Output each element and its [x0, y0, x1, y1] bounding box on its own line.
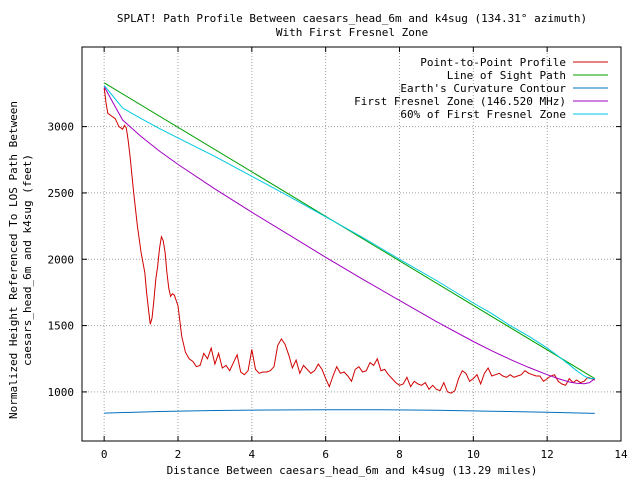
legend-label: Point-to-Point Profile	[420, 56, 566, 69]
chart-subtitle: With First Fresnel Zone	[276, 26, 428, 39]
y-tick-label: 2000	[48, 253, 75, 266]
x-tick-label: 10	[467, 448, 480, 461]
chart-title: SPLAT! Path Profile Between caesars_head…	[117, 12, 587, 25]
legend-label: First Fresnel Zone (146.520 MHz)	[354, 95, 566, 108]
x-tick-label: 6	[322, 448, 329, 461]
y-tick-label: 1000	[48, 386, 75, 399]
x-tick-label: 12	[541, 448, 554, 461]
legend-label: 60% of First Fresnel Zone	[400, 108, 566, 121]
legend-label: Earth's Curvature Contour	[400, 82, 566, 95]
x-tick-label: 14	[614, 448, 628, 461]
x-tick-label: 4	[249, 448, 256, 461]
series-line	[103, 85, 595, 380]
data-series	[103, 82, 596, 414]
series-line	[103, 82, 596, 380]
x-tick-label: 2	[175, 448, 182, 461]
x-axis-label: Distance Between caesars_head_6m and k4s…	[167, 464, 538, 477]
y-axis-label-line2: caesars_head_6m and k4sug (feet)	[21, 154, 34, 366]
y-axis-label-line1: Normalized Height Referenced To LOS Path…	[7, 101, 20, 419]
y-tick-label: 1500	[48, 320, 75, 333]
series-line	[103, 86, 596, 385]
series-line	[104, 409, 595, 414]
plot-frame	[81, 46, 622, 442]
y-tick-label: 2500	[48, 187, 75, 200]
series-line	[103, 88, 595, 394]
x-tick-label: 0	[101, 448, 108, 461]
axis-ticks: 0 2 4 6 8 10 12 14 1000 1500 2000 2500 3000	[48, 47, 628, 461]
x-tick-label: 8	[396, 448, 403, 461]
y-tick-label: 3000	[48, 121, 75, 134]
legend-label: Line of Sight Path	[447, 69, 566, 82]
